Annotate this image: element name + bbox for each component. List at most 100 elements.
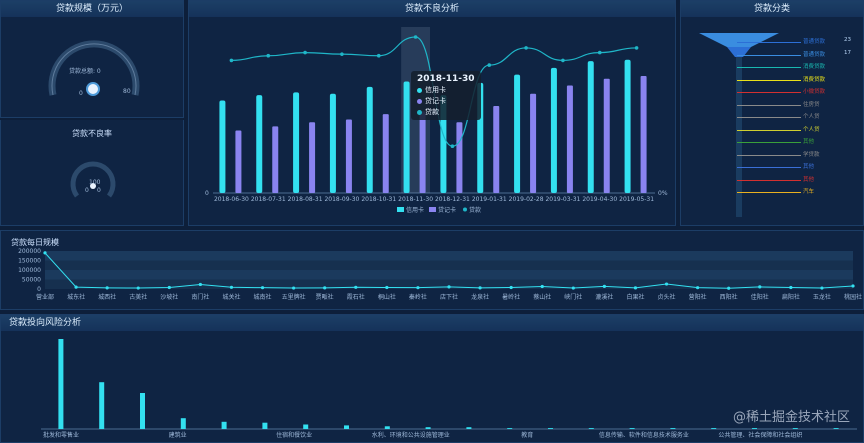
bar-credit: [219, 100, 226, 193]
x-tick-label: 霞石社: [347, 293, 365, 301]
x-tick-label: 城东社: [67, 293, 85, 301]
loan-class-panel: 贷款分类 普通贷款 23 普通贷款 17 消费贷款 消费贷款 小微贷款 住房贷 个人贷 个人贷 其他…: [680, 0, 864, 226]
loan-point: [634, 46, 639, 50]
x-tick-label: 2018-08-31: [288, 196, 323, 203]
funnel-leader-line: [737, 179, 801, 181]
funnel-legend-item: 消费贷款: [737, 75, 857, 85]
industry-bar: [262, 422, 268, 429]
gauge-tick-start: 0: [79, 90, 83, 97]
funnel-value: 17: [844, 49, 851, 56]
funnel-legend-item: 消费贷款: [737, 62, 857, 72]
x-tick-label: 营阳社: [689, 293, 707, 301]
bar-credit: [624, 59, 631, 193]
x-tick-label: 沙坡社: [160, 293, 178, 301]
x-tick-label: 2019-03-31: [545, 196, 580, 203]
industry-risk-chart: 批发和零售业 建筑业 住宿和餐饮业 水利、环境和公共设施管理业 教育 信息传输、软件和信息…: [41, 339, 857, 439]
industry-bar: [180, 418, 186, 429]
bar-credit: [293, 92, 300, 193]
x-tick-label: 2019-01-31: [472, 196, 507, 203]
x-tick-label: 2018-10-31: [361, 196, 396, 203]
funnel-label: 住房贷: [803, 101, 820, 108]
daily-point: [540, 284, 544, 289]
grid-band: [45, 279, 853, 289]
funnel-label: 个人贷: [803, 126, 820, 133]
y-right-tick: 0%: [658, 190, 668, 197]
x-tick-label: 城南社: [254, 293, 272, 301]
bar-debit: [640, 76, 647, 193]
bar-debit: [272, 126, 279, 193]
legend-label: 贷记卡: [438, 206, 456, 214]
daily-scale-panel: 贷款每日规模 200000 150000 100000 50000 0 营业部 城东社 城西社…: [0, 230, 864, 310]
bar-credit: [550, 67, 557, 193]
x-tick-label: 漉溪社: [595, 293, 613, 301]
daily-point: [354, 285, 358, 289]
grid-band: [45, 270, 853, 280]
bar-debit: [235, 130, 242, 193]
x-tick-label: 建筑业: [169, 431, 187, 439]
industry-bar: [752, 428, 757, 429]
x-tick-label: 贞头社: [658, 293, 676, 301]
x-tick-label: 2018-07-31: [251, 196, 286, 203]
daily-point: [292, 286, 296, 290]
industry-bar: [58, 339, 64, 429]
gauge-pivot: [86, 82, 100, 96]
x-tick-label: 南门社: [191, 293, 209, 301]
daily-point: [385, 285, 389, 290]
funnel-leader-line: [737, 42, 801, 43]
funnel-leader-line: [737, 117, 801, 118]
tooltip-label: 信用卡: [425, 86, 446, 94]
gauge-tick: 100: [89, 179, 101, 186]
funnel-legend-item: 住房贷: [737, 100, 857, 110]
bad-analysis-chart: 0 0% 2018-06-30 2018-07-31 2018-08-31 2018-09…: [205, 27, 668, 214]
daily-point: [260, 286, 265, 290]
industry-bar: [99, 382, 105, 429]
x-tick-label: 营业部: [36, 293, 54, 301]
bar-debit: [456, 122, 463, 193]
bar-debit: [345, 119, 352, 193]
x-tick-label: 2019-05-31: [619, 196, 654, 203]
daily-point: [323, 286, 327, 290]
funnel-legend-item: 普通贷款 23: [737, 37, 857, 47]
y-tick-label: 50000: [22, 277, 41, 284]
x-tick-label: 龙泉社: [471, 293, 489, 301]
x-tick-label: 贾畈社: [316, 293, 334, 301]
funnel-legend-item: 普通贷款 17: [737, 50, 857, 60]
funnel-leader-line: [737, 104, 801, 106]
funnel-top: [699, 33, 779, 47]
tooltip-label: 贷记卡: [425, 97, 446, 105]
funnel-leader-line: [737, 192, 801, 193]
bar-debit: [382, 114, 389, 193]
grid-band: [45, 260, 853, 270]
x-tick-label: 西阳社: [720, 293, 738, 301]
loan-scale-panel: 贷款规模（万元） 贷款总额: 0 0 80: [0, 0, 184, 118]
daily-point: [820, 286, 824, 290]
daily-point: [167, 285, 171, 290]
daily-point: [758, 285, 762, 289]
grid-band: [45, 251, 853, 261]
bar-debit: [309, 122, 316, 193]
funnel-legend-item: 小微贷款: [737, 87, 857, 97]
funnel-label: 学贷款: [803, 151, 820, 158]
y-tick-label: 0: [37, 286, 41, 293]
daily-point: [105, 286, 109, 290]
daily-point: [229, 285, 234, 289]
daily-point: [789, 285, 793, 290]
funnel-leader-line: [737, 129, 801, 131]
industry-bar: [425, 427, 431, 429]
y-tick-label: 150000: [18, 258, 41, 265]
daily-point: [727, 286, 731, 290]
daily-point: [416, 286, 420, 290]
x-tick-label: 佳阳社: [751, 293, 769, 301]
x-tick-label: 2019-04-30: [582, 196, 617, 203]
x-tick-label: 2018-09-30: [324, 196, 359, 203]
daily-point: [478, 286, 482, 290]
panel-title: 贷款分类: [681, 1, 863, 17]
funnel-label: 普通贷款: [803, 51, 826, 58]
watermark: @稀土掘金技术社区: [732, 410, 850, 425]
bad-analysis-panel: 贷款不良分析 0 0% 2018-06-30 2018-07-31 2018-08-31…: [188, 0, 676, 226]
x-tick-label: 2018-12-31: [435, 196, 470, 203]
bad-rate-title: 贷款不良率: [72, 129, 112, 138]
bar-credit: [366, 86, 373, 193]
x-tick-label: 蔡山社: [533, 293, 551, 301]
industry-bar: [140, 393, 145, 429]
